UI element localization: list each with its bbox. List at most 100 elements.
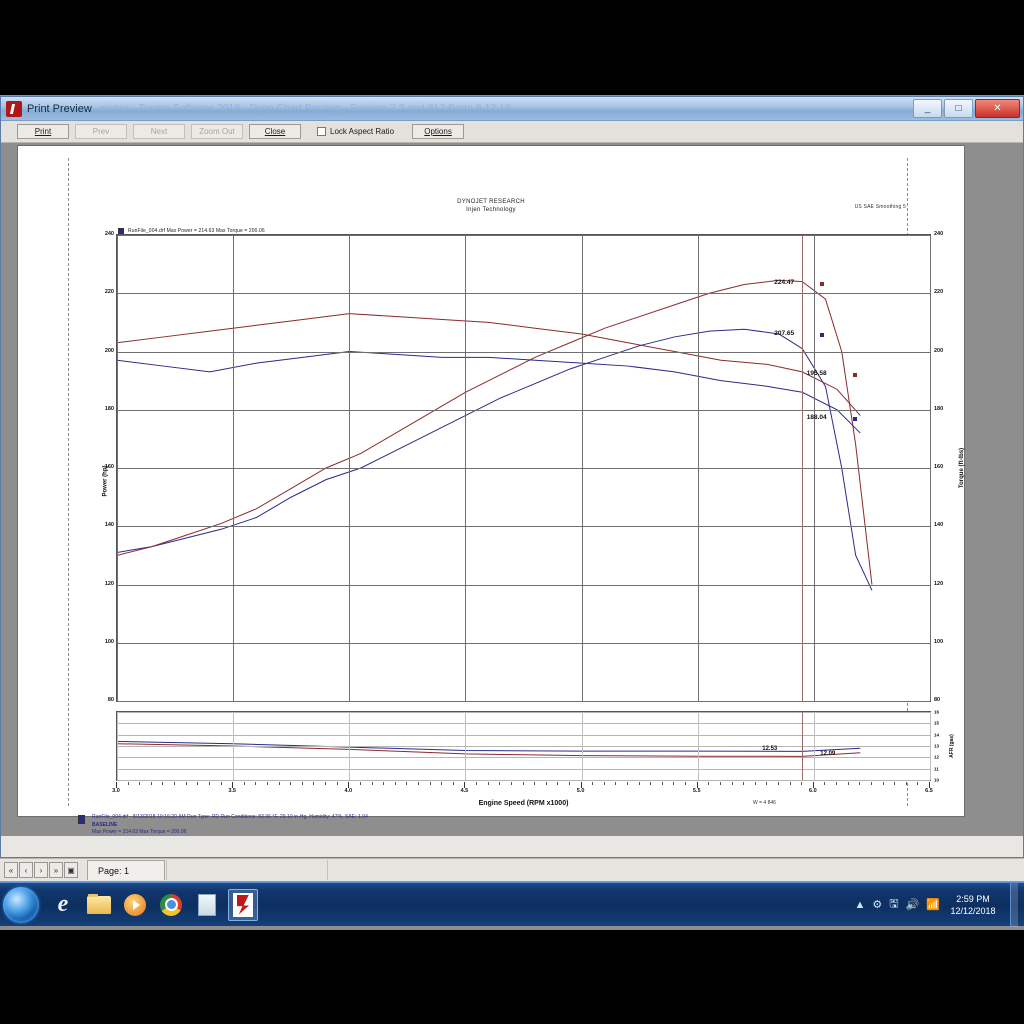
taskbar-item-google-chrome[interactable] — [156, 889, 186, 921]
axis-minor-tick — [359, 782, 361, 785]
axis-minor-tick — [174, 782, 176, 785]
x-axis-note: W = 4 846 — [753, 800, 776, 806]
previous-page-button[interactable]: ‹ — [19, 862, 33, 878]
lock-aspect-ratio-checkbox[interactable]: Lock Aspect Ratio — [317, 127, 394, 136]
axis-tick-label: 5.0 — [576, 788, 585, 794]
axis-minor-tick — [301, 782, 303, 785]
close-button[interactable]: ✕ — [975, 99, 1020, 118]
grid-line-horizontal — [117, 526, 930, 528]
taskbar-item-file-explorer[interactable] — [84, 889, 114, 921]
stop-button[interactable]: ▣ — [64, 862, 78, 878]
first-page-button[interactable]: « — [4, 862, 18, 878]
print-preview-window: Print Preview wintax - Tuning Software 2… — [0, 96, 1024, 858]
save-icon[interactable]: 🖫 — [889, 898, 899, 910]
next-page-button[interactable]: Next — [133, 124, 185, 139]
axis-tick-label: 180 — [104, 405, 114, 412]
options-button[interactable]: Options — [412, 124, 465, 139]
taskbar-item-internet-explorer[interactable]: e — [48, 889, 78, 921]
minimize-button[interactable]: _ — [913, 99, 942, 118]
dynojet-icon — [233, 892, 253, 917]
volume-icon[interactable]: 🔊 — [905, 899, 920, 911]
axis-minor-tick — [766, 782, 768, 785]
axis-minor-tick — [522, 782, 524, 785]
axis-minor-tick — [313, 782, 315, 785]
axis-tick-label: 6.0 — [809, 788, 817, 794]
axis-minor-tick — [487, 782, 489, 785]
axis-minor-tick — [266, 782, 268, 785]
axis-tick-label: 12 — [934, 754, 940, 760]
axis-minor-tick — [870, 782, 872, 785]
axis-minor-tick — [255, 782, 257, 785]
grid-line-horizontal — [117, 712, 930, 713]
axis-tick-label: 6.5 — [925, 788, 933, 794]
axis-minor-tick — [894, 782, 896, 785]
last-page-button[interactable]: » — [49, 862, 63, 878]
taskbar-item-media-player[interactable] — [120, 889, 150, 921]
peak-power-blue-marker — [820, 333, 825, 338]
window-title: Print Preview — [27, 102, 92, 115]
clock[interactable]: 2:59 PM 12/12/2018 — [947, 893, 1003, 917]
window-titlebar[interactable]: Print Preview wintax - Tuning Software 2… — [1, 97, 1023, 121]
axis-major-tick — [464, 782, 466, 788]
axis-tick-label: 140 — [104, 522, 114, 529]
axis-tick-label: 15 — [934, 720, 940, 726]
run-info-list: RunFile_004.drf - 8/13/2018 10:16:20 AM … — [78, 814, 938, 836]
cursor-line[interactable] — [802, 712, 804, 780]
checkbox-icon[interactable] — [317, 127, 326, 136]
axis-tick-label: 80 — [934, 697, 941, 703]
cursor-line[interactable] — [802, 235, 804, 701]
axis-minor-tick — [243, 782, 245, 785]
axis-minor-tick — [778, 782, 779, 785]
taskbar-item-document[interactable] — [192, 889, 222, 921]
axis-tick-label: 200 — [104, 347, 114, 354]
axis-minor-tick — [394, 782, 396, 785]
axis-tick-label: 180 — [934, 405, 944, 412]
preview-toolbar: Print Prev Next Zoom Out Close Lock Aspe… — [1, 121, 1023, 143]
axis-minor-tick — [325, 782, 327, 785]
axis-minor-tick — [673, 782, 675, 785]
axis-minor-tick — [534, 782, 536, 785]
axis-major-tick — [696, 782, 698, 788]
axis-minor-tick — [627, 782, 629, 785]
status-cell — [166, 860, 326, 880]
grid-line-horizontal — [117, 293, 930, 295]
axis-minor-tick — [290, 782, 292, 785]
settings-icon[interactable]: ⚙ — [872, 899, 883, 911]
axis-minor-tick — [220, 782, 222, 785]
maximize-button[interactable]: □ — [944, 99, 973, 118]
close-preview-button[interactable]: Close — [249, 124, 301, 139]
taskbar-item-dynojet[interactable] — [228, 888, 258, 921]
zoom-out-button[interactable]: Zoom Out — [191, 124, 243, 139]
axis-tick-label: 4.0 — [344, 788, 353, 794]
start-button-icon[interactable] — [3, 886, 39, 923]
axis-minor-tick — [847, 782, 849, 785]
axis-minor-tick — [638, 782, 640, 785]
axis-minor-tick — [905, 782, 907, 785]
axis-tick-label: 240 — [104, 231, 114, 237]
network-icon[interactable]: 📶 — [926, 899, 940, 911]
power-torque-plot[interactable]: 224.47 207.65 195.58 188.04 — [116, 234, 931, 702]
y-axis-label-right: Torque (ft-lbs) — [959, 447, 966, 488]
print-button[interactable]: Print — [17, 124, 69, 139]
preview-scroll-area[interactable]: DYNOJET RESEARCH Injen Technology US SAE… — [1, 143, 1023, 836]
x-axis-label: Engine Speed (RPM x1000) — [478, 800, 569, 807]
grid-line-horizontal — [117, 642, 930, 644]
axis-tick-label: 220 — [934, 289, 944, 296]
grid-line-vertical — [465, 712, 467, 780]
axis-minor-tick — [731, 782, 733, 785]
afr-plot[interactable]: 12.53 12.09 — [116, 711, 931, 781]
run-swatch-icon — [78, 815, 85, 824]
page-status-bar: « ‹ › » ▣ Page: 1 — [0, 858, 1024, 882]
prev-page-button[interactable]: Prev — [75, 124, 127, 139]
peak-power-red-label: 224.47 — [774, 278, 795, 286]
axis-tick-label: 3.0 — [112, 788, 120, 794]
next-page-button[interactable]: › — [34, 862, 48, 878]
axis-minor-tick — [719, 782, 721, 785]
grid-line-horizontal — [117, 734, 930, 736]
axis-minor-tick — [429, 782, 431, 785]
run-details: RunFile_004.drf - 8/13/2018 10:16:20 AM … — [92, 814, 368, 820]
axis-tick-label: 16 — [934, 709, 940, 715]
show-desktop-button[interactable] — [1010, 882, 1018, 927]
axis-major-tick — [580, 782, 582, 788]
show-hidden-icons-icon[interactable]: ▲ — [854, 898, 866, 911]
